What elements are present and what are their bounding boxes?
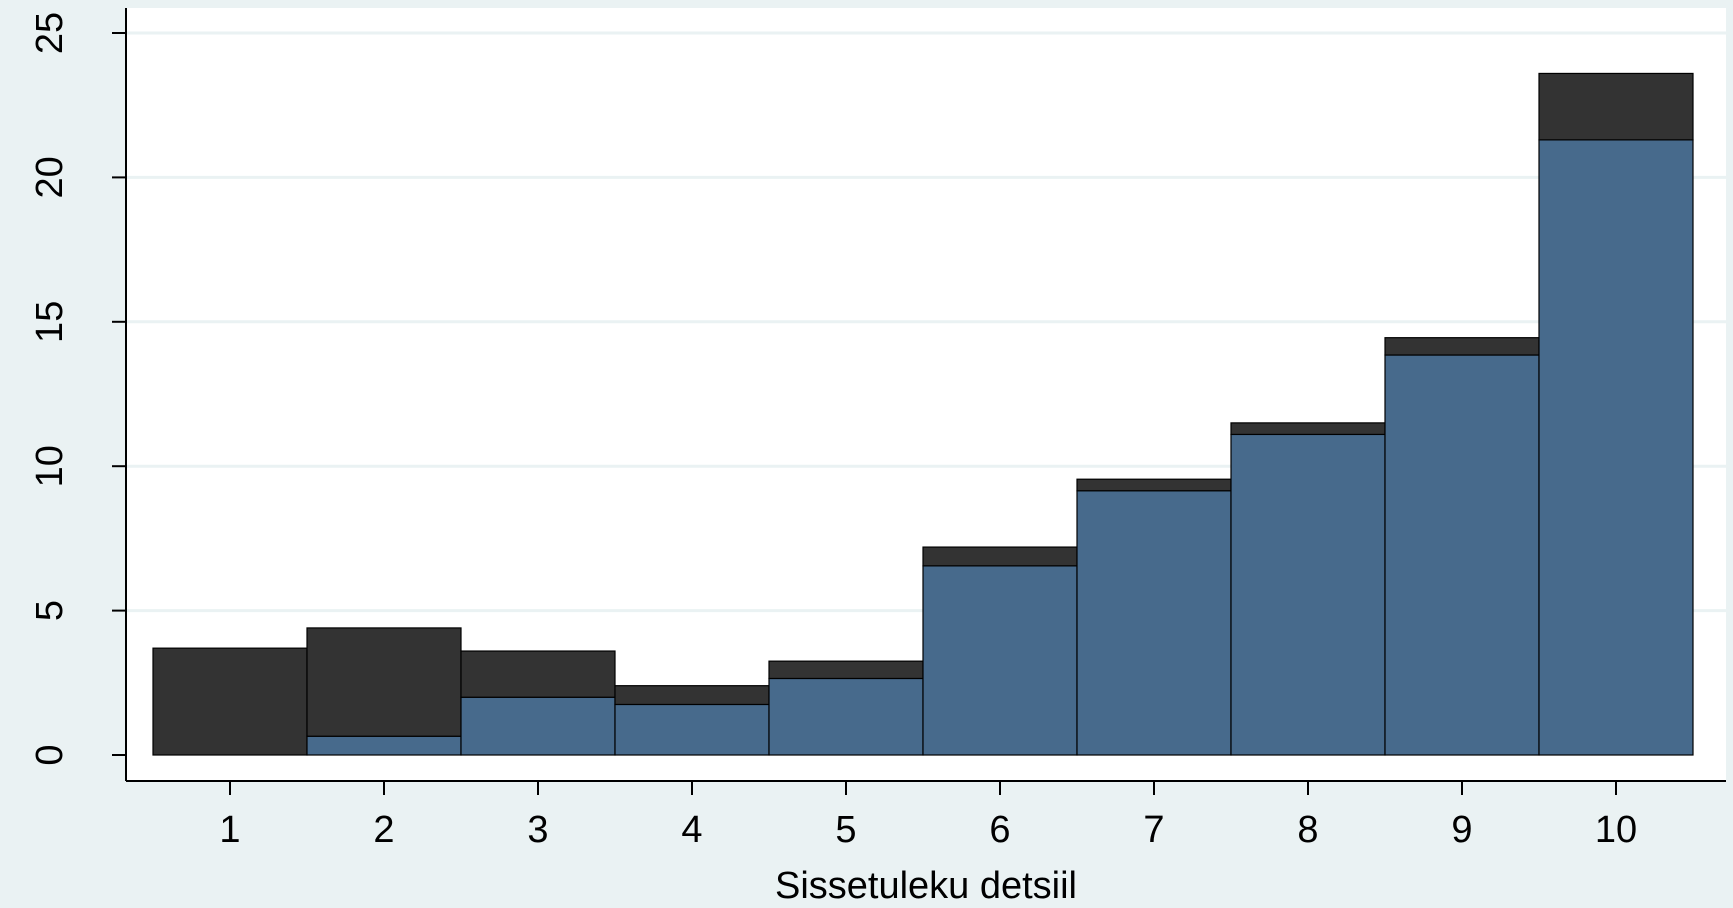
bar-segment xyxy=(1538,72,1694,141)
bar-segment xyxy=(306,735,462,756)
bar-segment xyxy=(1076,478,1232,492)
x-axis-ticks: 1 2 3 4 5 6 7 8 9 10 xyxy=(219,781,1637,851)
y-axis-ticks: 0 5 10 15 20 25 xyxy=(29,12,126,766)
x-tick-label: 3 xyxy=(527,809,548,851)
bar-segment xyxy=(460,650,616,698)
x-tick-label: 10 xyxy=(1595,809,1637,851)
x-axis-label: Sissetuleku detsiil xyxy=(775,865,1077,903)
x-tick-label: 5 xyxy=(835,809,856,851)
bar-segment xyxy=(614,685,770,706)
y-tick-label: 5 xyxy=(29,600,71,621)
bar-segment xyxy=(306,627,462,737)
y-tick-label: 0 xyxy=(29,744,71,765)
bar-segment xyxy=(1076,490,1232,756)
bar-segment xyxy=(768,660,924,680)
x-tick-label: 2 xyxy=(373,809,394,851)
bar-segment xyxy=(1230,433,1386,756)
x-tick-label: 7 xyxy=(1143,809,1164,851)
y-tick-label: 10 xyxy=(29,445,71,487)
x-tick-label: 1 xyxy=(219,809,240,851)
bar-segment xyxy=(614,703,770,756)
bar-segment xyxy=(152,647,308,756)
bar-segment xyxy=(768,677,924,756)
bar-segment xyxy=(1384,354,1540,756)
bar-segment xyxy=(460,696,616,756)
bar-segment xyxy=(1384,337,1540,356)
x-tick-label: 8 xyxy=(1297,809,1318,851)
y-tick-label: 15 xyxy=(29,301,71,343)
x-tick-label: 9 xyxy=(1451,809,1472,851)
x-tick-label: 4 xyxy=(681,809,702,851)
bar-segment xyxy=(1230,422,1386,436)
y-tick-label: 20 xyxy=(29,156,71,198)
bar-segment xyxy=(922,546,1078,567)
bars xyxy=(152,72,1694,756)
bar-segment xyxy=(1538,139,1694,756)
bar-segment xyxy=(922,565,1078,756)
y-tick-label: 25 xyxy=(29,12,71,54)
x-tick-label: 6 xyxy=(989,809,1010,851)
